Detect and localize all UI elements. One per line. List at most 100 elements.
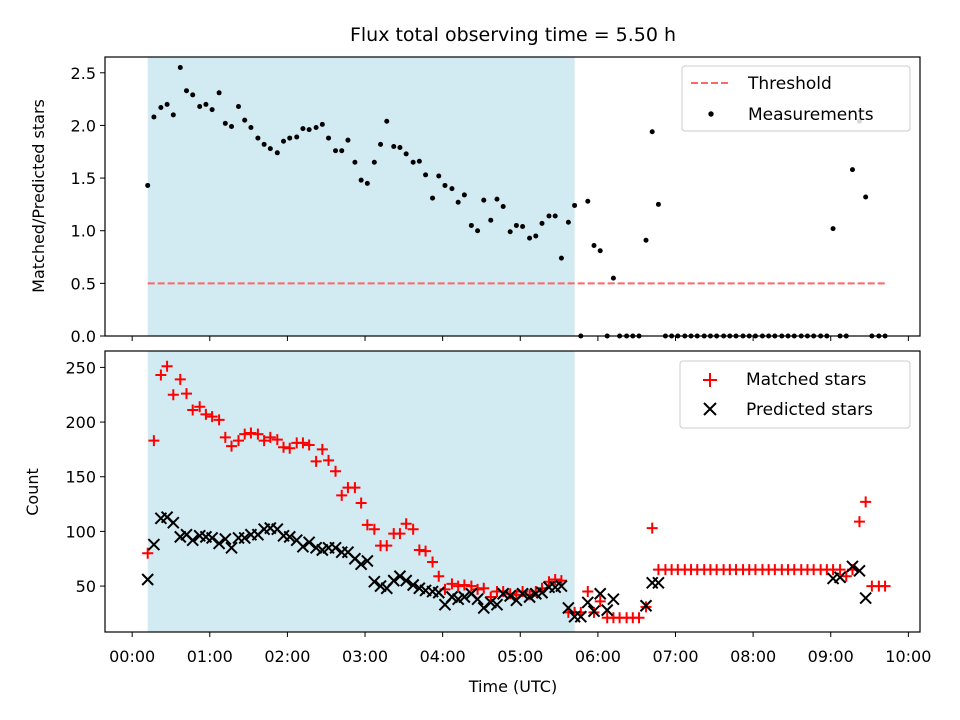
matched-stars-point (549, 574, 561, 586)
predicted-stars-point (393, 570, 407, 583)
predicted-stars-point (600, 603, 614, 617)
predicted-stars-point (833, 571, 847, 584)
matched-stars-point (840, 570, 852, 582)
matched-stars-point (582, 586, 594, 598)
measurements-point (222, 120, 228, 126)
matched-stars-point (206, 411, 218, 423)
measurements-point (209, 107, 215, 113)
x-tick-label: 10:00 (885, 647, 931, 666)
predicted-stars-point (490, 598, 504, 611)
predicted-stars-point (594, 587, 607, 600)
predicted-stars-point (406, 578, 420, 592)
measurements-point (287, 135, 293, 141)
predicted-stars-point (471, 592, 484, 606)
predicted-stars-point (458, 590, 471, 604)
measurements-point (849, 167, 855, 173)
measurements-point (461, 192, 467, 198)
ratio-y-tick-label: 1.0 (71, 222, 96, 241)
measurements-point (475, 228, 481, 234)
predicted-stars-point (607, 592, 620, 606)
measurements-point (145, 182, 151, 188)
measurements-point (565, 219, 571, 225)
matched-stars-point (336, 489, 348, 501)
matched-stars-point (452, 580, 464, 592)
matched-stars-point (252, 428, 264, 440)
matched-stars-point (361, 519, 373, 531)
x-tick-label: 00:00 (109, 647, 155, 666)
matched-stars-point (213, 414, 225, 426)
matched-stars-point (323, 454, 335, 466)
predicted-stars-point (639, 599, 653, 612)
ratio-y-tick-label: 1.5 (71, 169, 96, 188)
matched-stars-point (504, 588, 516, 600)
measurements-point (345, 137, 351, 143)
measurements-point (585, 198, 591, 204)
matched-stars-point (278, 441, 290, 453)
measurements-point (403, 151, 409, 157)
measurements-point (326, 135, 332, 141)
matched-stars-point (239, 428, 251, 440)
predicted-stars-point (859, 591, 872, 605)
predicted-stars-point (361, 554, 374, 568)
count-y-tick-label: 150 (65, 468, 96, 487)
measurements-point (319, 121, 325, 127)
predicted-stars-point (329, 541, 342, 555)
matched-stars-point (633, 612, 645, 624)
measurements-point (333, 148, 339, 154)
count-y-tick-label: 50 (76, 577, 96, 596)
matched-stars-point (194, 401, 206, 413)
measurements-point (261, 141, 267, 147)
ratio-legend-threshold-label: Threshold (747, 74, 832, 94)
measurements-point (655, 201, 661, 207)
measurements-point (197, 103, 203, 109)
matched-stars-point (853, 516, 865, 528)
matched-stars-point (400, 518, 412, 530)
count-y-tick-label: 250 (65, 358, 96, 377)
matched-stars-point (155, 369, 167, 381)
measurements-point (527, 235, 533, 241)
count-legend-predicted-swatch (703, 402, 717, 416)
matched-stars-point (413, 544, 425, 556)
count-legend-box (679, 360, 911, 429)
matched-stars-point (427, 556, 439, 568)
x-tick-label: 09:00 (808, 647, 854, 666)
measurements-point (248, 125, 254, 131)
ratio-legend-measurement-swatch (708, 111, 714, 117)
measurements-point (158, 105, 164, 111)
x-tick-label: 02:00 (264, 647, 310, 666)
matched-stars-point (200, 408, 212, 420)
measurements-point (384, 118, 390, 124)
measurements-point (572, 202, 578, 208)
measurements-point (513, 222, 519, 228)
matched-stars-point (284, 442, 296, 454)
measurements-point (294, 134, 300, 140)
predicted-stars-point (147, 538, 161, 551)
predicted-stars-point (477, 601, 490, 615)
matched-stars-point (446, 578, 458, 590)
measurements-point (436, 173, 442, 179)
matched-stars-point (594, 595, 606, 607)
matched-stars-point (219, 431, 231, 443)
matched-stars-point (517, 586, 529, 598)
matched-stars-point (478, 582, 490, 594)
ratio-y-tick-label: 2.5 (71, 64, 96, 83)
count-panel: 50 100 150 200 250 Count Matched stars Predi… (23, 350, 921, 637)
matched-stars-point (233, 435, 245, 447)
predicted-stars-point (562, 601, 575, 615)
measurements-point (170, 112, 176, 118)
predicted-stars-point (296, 540, 310, 553)
predicted-stars-point (581, 596, 594, 609)
ratio-plot-frame (104, 56, 921, 337)
measurements-point (500, 204, 506, 210)
matched-stars-point (433, 570, 445, 582)
matched-stars-point (310, 455, 322, 467)
matched-stars-point (167, 389, 179, 401)
matched-stars-point (472, 583, 484, 595)
ratio-y-axis-label: Matched/Predicted stars (29, 99, 48, 293)
matched-stars-point (465, 580, 477, 592)
measurements-point (184, 88, 189, 94)
ratio-legend: Threshold Measurements (681, 65, 911, 132)
count-y-tick-label: 200 (65, 413, 96, 432)
predicted-stars-point (503, 589, 517, 603)
